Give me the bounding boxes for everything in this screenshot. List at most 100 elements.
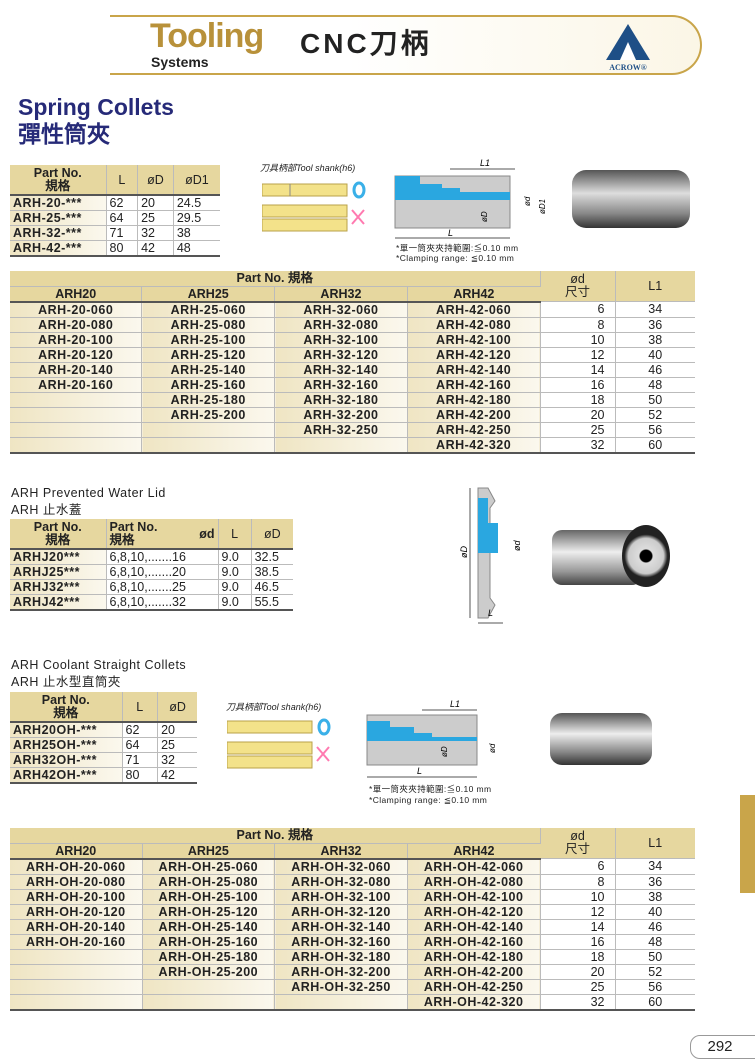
header-d: øD	[137, 165, 174, 196]
table-cell: 71	[122, 752, 159, 768]
table-row: ARH-25-200 ARH-32-200 ARH-42-200 20 52	[10, 407, 695, 423]
table-cell: 6	[540, 858, 616, 875]
table-row: ARH-OH-20-120 ARH-OH-25-120 ARH-OH-32-120 A…	[10, 904, 695, 920]
table-cell: 38	[615, 889, 695, 905]
table-cell: ARH-OH-32-200	[274, 964, 408, 980]
table-row: ARHJ25*** 6,8,10,.......20 9.0 38.5	[10, 564, 293, 580]
section-title-en: Spring Collets	[18, 94, 174, 120]
table-cell: 56	[615, 979, 695, 995]
header-part-no-d: Part No. 規格 ød	[106, 519, 219, 550]
table-cell: 18	[540, 949, 616, 965]
col-arh32: ARH32	[274, 286, 408, 303]
table-cell: ARH-32-120	[274, 347, 408, 363]
table-cell: 34	[615, 301, 695, 318]
label-l: L	[417, 766, 422, 776]
coolant-title-en: ARH Coolant Straight Collets	[11, 658, 187, 672]
header-d: øD	[157, 692, 197, 723]
label-outer-d: øD	[440, 746, 449, 757]
table-cell: ARH-OH-25-200	[142, 964, 276, 980]
table-row: ARHJ20*** 6,8,10,.......16 9.0 32.5	[10, 549, 293, 565]
table-cell: ARHJ32***	[10, 579, 107, 595]
header-title: CNC刀柄	[300, 28, 432, 59]
table-row: ARH-42-320 32 60	[10, 437, 695, 454]
table-cell: ARH-OH-42-180	[407, 949, 541, 965]
shank-label: 刀具柄部Tool shank(h6)	[226, 702, 322, 712]
table-cell: ARH-OH-42-250	[407, 979, 541, 995]
note-en: *Clamping range: ≦0.10 mm	[396, 253, 515, 263]
table-cell	[141, 422, 276, 438]
col-arh32: ARH32	[274, 843, 408, 860]
header-l1: L1	[615, 828, 695, 859]
table-row: ARHJ32*** 6,8,10,.......25 9.0 46.5	[10, 579, 293, 595]
table-cell: ARH-OH-25-180	[142, 949, 276, 965]
table-cell: ARH-OH-32-250	[274, 979, 408, 995]
table-row: ARH25OH-*** 64 25	[10, 737, 197, 753]
table-cell: 40	[615, 904, 695, 920]
table-cell: 62	[122, 722, 159, 738]
brand-tooling: Tooling	[150, 17, 264, 55]
table-row: ARH-OH-25-200 ARH-OH-32-200 ARH-OH-42-200 2…	[10, 964, 695, 980]
table-cell	[274, 437, 408, 454]
spring-parts-table: Part No. 規格 ød 尺寸 L1 ARH20 ARH25 ARH32 ARH42 A…	[10, 271, 695, 454]
table-cell: 48	[615, 377, 695, 393]
side-tab	[740, 795, 755, 893]
table-cell: ARH-42-140	[407, 362, 541, 378]
table-cell: ARH-OH-32-120	[274, 904, 408, 920]
table-cell: 50	[615, 949, 695, 965]
shank-diagram	[227, 718, 331, 769]
col-arh25: ARH25	[141, 286, 276, 303]
coolant-collet-drawing: L1 L øD ød	[366, 699, 497, 778]
table-cell: 10	[540, 332, 616, 348]
x-mark-icon	[316, 746, 330, 762]
label-l: L	[448, 228, 453, 238]
table-cell: 20	[157, 722, 197, 738]
table-cell: ARH-OH-32-060	[274, 858, 408, 875]
label-d: ød	[512, 540, 522, 551]
table-cell: ARH-32-060	[274, 301, 408, 318]
table-cell: 64	[106, 210, 139, 226]
table-cell: ARH-25-200	[141, 407, 276, 423]
header-d: ød 尺寸	[540, 271, 616, 302]
ok-circle-icon	[317, 718, 331, 736]
table-cell: ARH-OH-20-100	[10, 889, 143, 905]
table-cell: ARH20OH-***	[10, 722, 123, 738]
header-banner	[110, 15, 702, 75]
table-row: ARH-OH-32-250 ARH-OH-42-250 25 56	[10, 979, 695, 995]
table-cell: ARH-25-160	[141, 377, 276, 393]
table-cell: 32	[540, 437, 616, 454]
table-cell: ARH-32-140	[274, 362, 408, 378]
table-cell: 56	[615, 422, 695, 438]
table-cell: 42	[137, 240, 174, 257]
table-cell: 6,8,10,.......25	[106, 579, 219, 595]
table-cell: ARH-25-100	[141, 332, 276, 348]
table-row: ARH-20-120 ARH-25-120 ARH-32-120 ARH-42-120…	[10, 347, 695, 363]
table-cell: ARHJ20***	[10, 549, 107, 565]
group-header: Part No. 規格	[10, 271, 541, 287]
table-cell: 52	[615, 407, 695, 423]
table-cell: ARH-42-180	[407, 392, 541, 408]
table-cell: 40	[615, 347, 695, 363]
table-cell: 42	[157, 767, 197, 784]
table-cell: 8	[540, 317, 616, 333]
header-part-no: Part No. 規格	[10, 692, 123, 723]
table-cell	[10, 994, 143, 1011]
table-row: ARH-OH-20-160 ARH-OH-25-160 ARH-OH-32-160 A…	[10, 934, 695, 950]
table-cell: 60	[615, 437, 695, 454]
table-cell: ARH-20-140	[10, 362, 143, 378]
table-cell: ARH-25-120	[141, 347, 276, 363]
ok-circle-icon	[352, 181, 366, 199]
spring-collet-photo	[572, 170, 690, 228]
header-l: L	[122, 692, 159, 723]
table-cell: ARH-42-120	[407, 347, 541, 363]
brand-systems: Systems	[151, 54, 209, 70]
lid-photo-face	[622, 525, 670, 587]
table-cell: ARH-OH-20-120	[10, 904, 143, 920]
table-cell: 12	[540, 904, 616, 920]
collet-drawing: L1 L ød øD1 øD	[394, 158, 547, 239]
table-cell: 25	[137, 210, 174, 226]
table-cell: 25	[540, 422, 616, 438]
table-row: ARH-20-060 ARH-25-060 ARH-32-060 ARH-42-060…	[10, 301, 695, 318]
col-arh20: ARH20	[10, 843, 143, 860]
group-header: Part No. 規格	[10, 828, 541, 844]
